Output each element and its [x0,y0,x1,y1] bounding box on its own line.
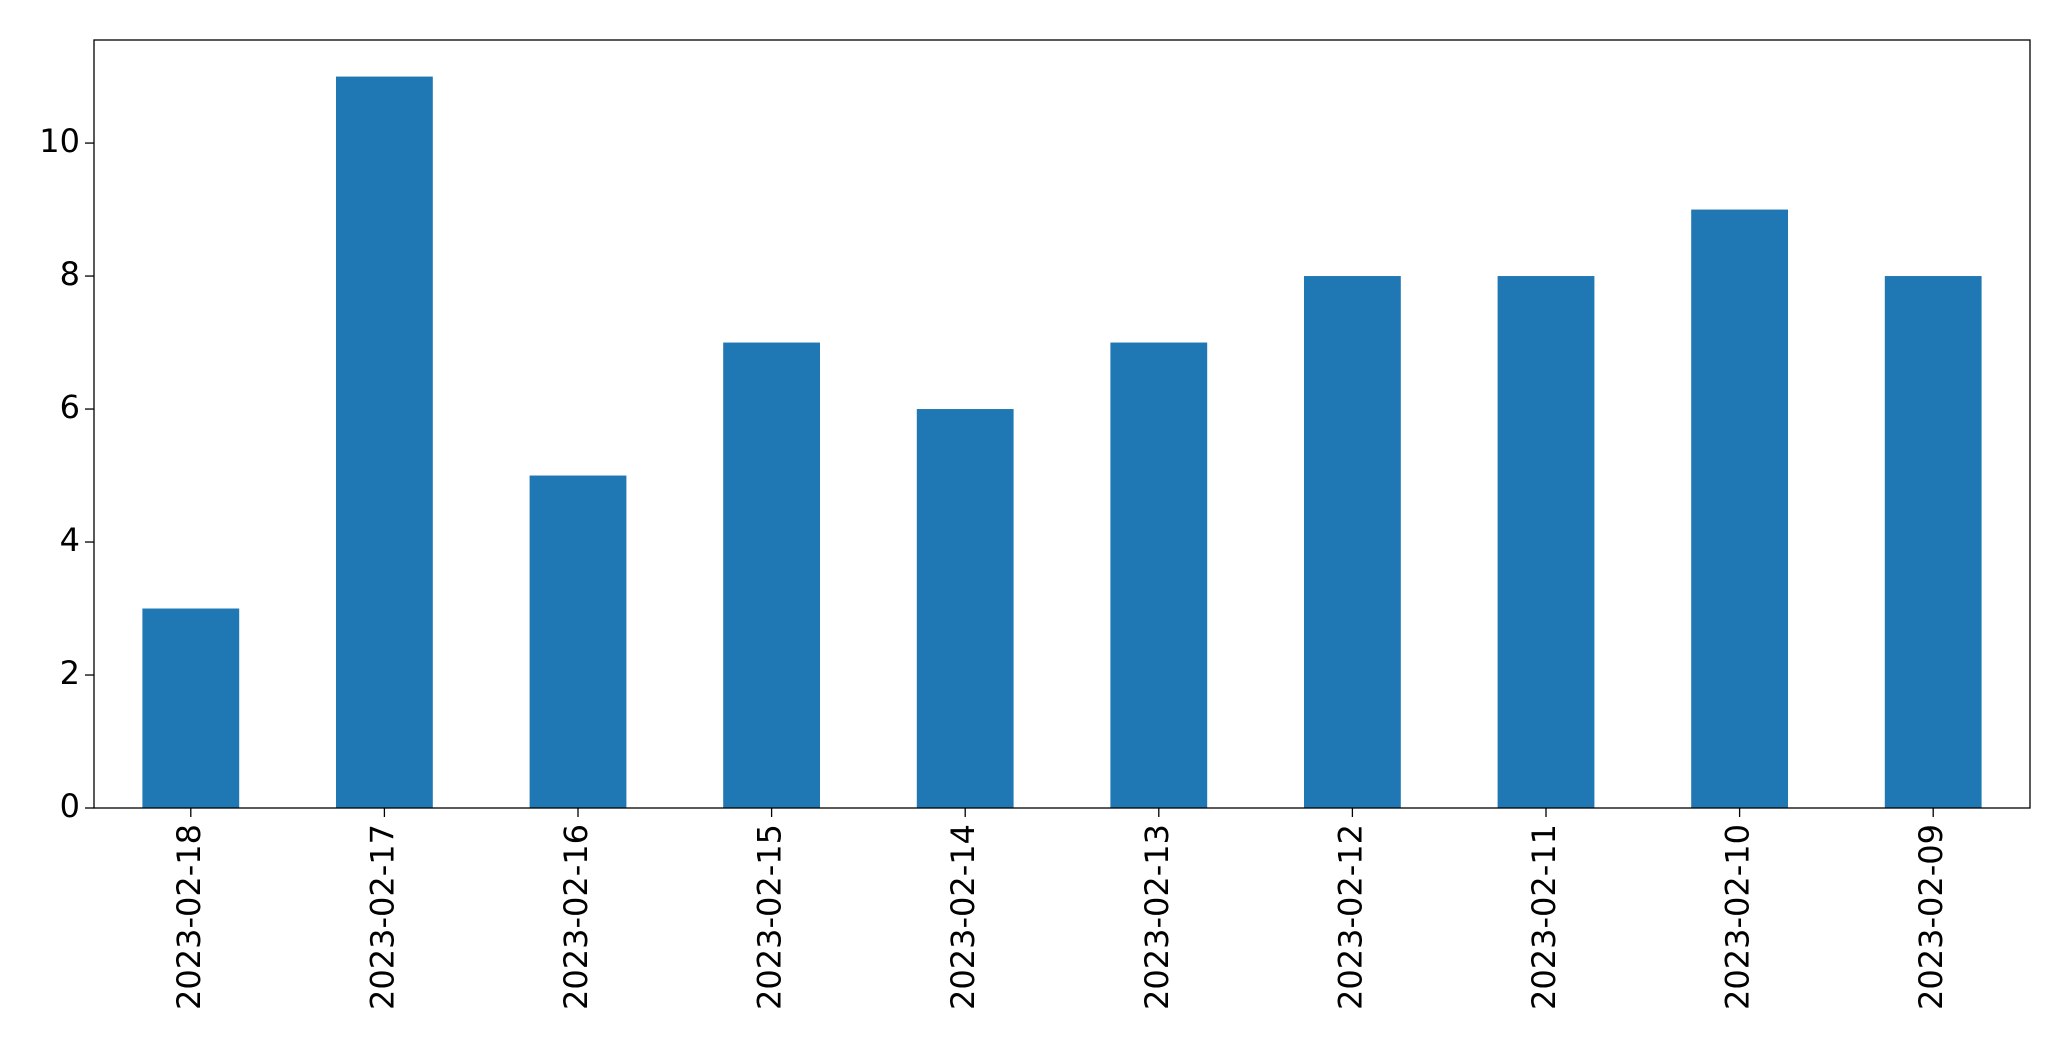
y-tick-label: 0 [60,787,80,825]
y-tick-label: 8 [60,255,80,293]
bar [916,409,1014,808]
x-tick-label: 2023-02-09 [1912,824,1950,1010]
y-tick-label: 10 [39,122,80,160]
bar [529,475,627,808]
x-tick-label: 2023-02-17 [363,824,401,1010]
x-tick-label: 2023-02-12 [1331,824,1369,1010]
y-tick-label: 6 [60,388,80,426]
bar [336,76,433,809]
x-tick-label: 2023-02-10 [1719,824,1757,1010]
y-tick-label: 2 [60,654,80,692]
bar [1497,276,1595,808]
bar [723,342,820,808]
x-tick-label: 2023-02-13 [1138,824,1176,1010]
bar [1884,276,1982,808]
bar [1691,209,1788,808]
y-tick-label: 4 [60,521,80,559]
plot-frame [93,39,2031,809]
bar [1110,342,1208,808]
bar [142,608,240,808]
x-tick-label: 2023-02-16 [557,824,595,1010]
bar [1304,276,1401,808]
x-tick-label: 2023-02-18 [170,824,208,1010]
x-tick-label: 2023-02-11 [1525,824,1563,1010]
x-tick-label: 2023-02-15 [751,824,789,1010]
x-tick-label: 2023-02-14 [944,824,982,1010]
